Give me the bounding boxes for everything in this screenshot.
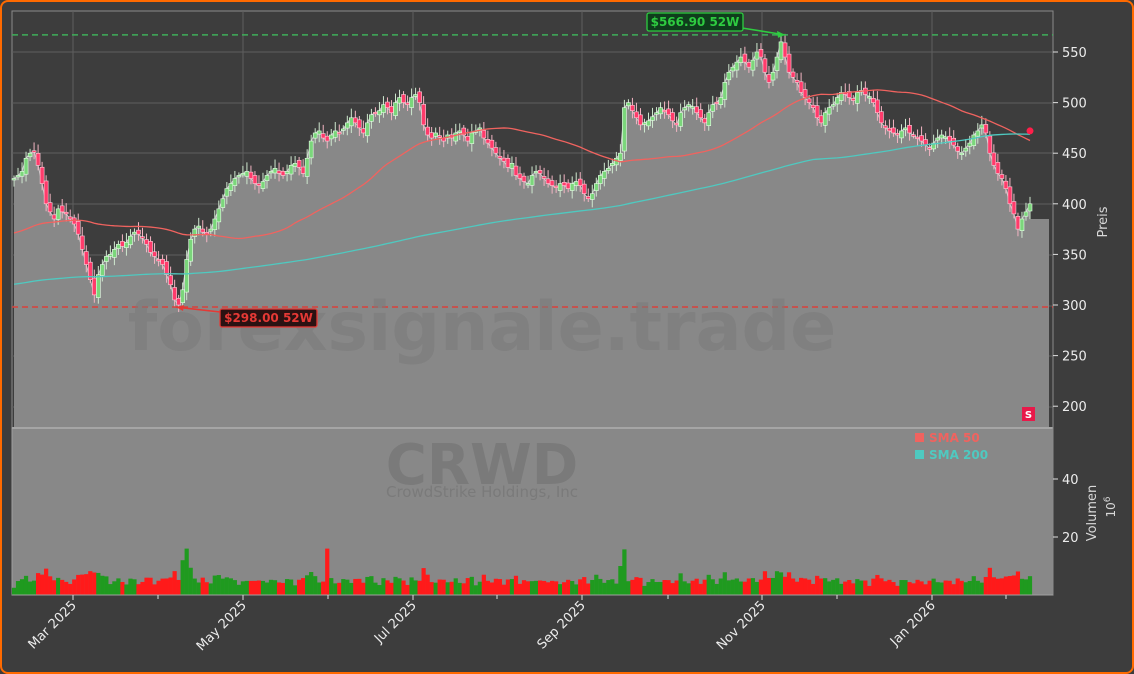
legend-swatch bbox=[915, 450, 924, 459]
price-tick-label: 400 bbox=[1062, 198, 1087, 213]
watermark-company: CrowdStrike Holdings, Inc bbox=[386, 483, 578, 501]
price-tick-label: 250 bbox=[1062, 350, 1087, 365]
watermark-ticker: CRWD bbox=[386, 433, 578, 498]
volume-tick-label: 20 bbox=[1062, 531, 1079, 546]
x-tick-label: Mar 2025 bbox=[26, 598, 80, 652]
price-tick-label: 300 bbox=[1062, 299, 1087, 314]
svg-text:$298.00 52W: $298.00 52W bbox=[224, 311, 313, 325]
price-tick-label: 500 bbox=[1062, 97, 1087, 112]
52w-low-label bbox=[219, 308, 318, 328]
sma-200-line bbox=[13, 133, 1031, 285]
volume-unit-label: 106 bbox=[1103, 496, 1118, 517]
x-tick-label: Jul 2025 bbox=[371, 598, 420, 647]
legend-swatch bbox=[915, 433, 924, 442]
price-tick-label: 450 bbox=[1062, 147, 1087, 162]
price-tick-label: 200 bbox=[1062, 400, 1087, 415]
52w-high-label bbox=[646, 12, 744, 32]
price-tick-label: 350 bbox=[1062, 248, 1087, 263]
x-tick-label: Jan 2026 bbox=[887, 598, 939, 650]
svg-text:S: S bbox=[1025, 410, 1032, 421]
volume-tick-label: 40 bbox=[1062, 473, 1079, 488]
legend-label: SMA 200 bbox=[929, 448, 988, 462]
x-tick-label: May 2025 bbox=[194, 598, 250, 654]
svg-text:$566.90 52W: $566.90 52W bbox=[651, 15, 740, 29]
x-tick-label: Nov 2025 bbox=[714, 598, 769, 653]
close-area bbox=[14, 41, 1049, 428]
volume-axis-label: Volumen bbox=[1085, 485, 1100, 542]
sma-50-line bbox=[13, 89, 1031, 240]
signal-badge bbox=[1022, 407, 1035, 421]
sma-cross-marker bbox=[1026, 127, 1034, 135]
x-tick-label: Sep 2025 bbox=[535, 598, 589, 652]
legend-label: SMA 50 bbox=[929, 431, 980, 445]
price-panel bbox=[11, 10, 1054, 429]
price-axis-label: Preis bbox=[1096, 206, 1111, 237]
price-tick-label: 550 bbox=[1062, 46, 1087, 61]
